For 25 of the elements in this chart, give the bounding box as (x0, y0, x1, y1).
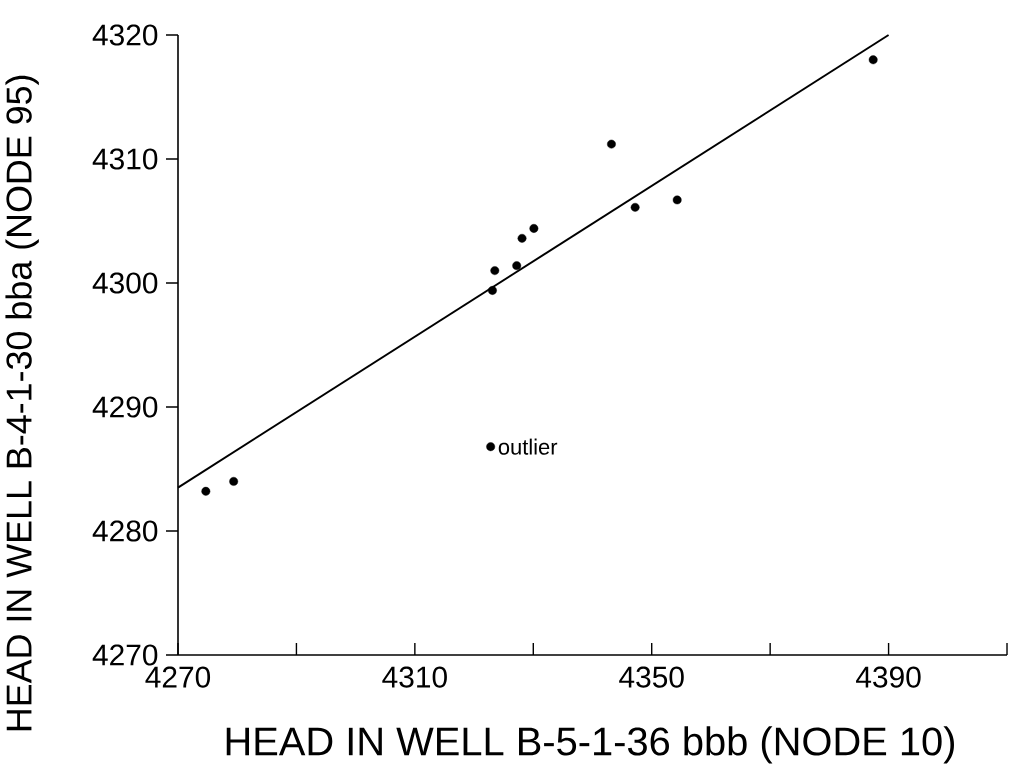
point (488, 286, 497, 295)
x-tick-label: 4390 (856, 666, 921, 688)
annotation: outlier (498, 438, 558, 455)
y-tick-label: 4320 (92, 24, 158, 46)
point (490, 266, 500, 275)
y-axis-title: HEAD IN WELL B-4-1-30 bba (NODE 95) (5, 75, 39, 731)
x-axis-title: HEAD IN WELL B-5-1-36 bbb (NODE 10) (226, 726, 954, 764)
y-tick-label: 4310 (92, 148, 158, 170)
point (529, 224, 539, 233)
point (229, 477, 239, 486)
y-tick-label: 4290 (92, 396, 158, 418)
point (607, 139, 616, 149)
point (486, 442, 496, 452)
y-tick-label: 4280 (92, 520, 158, 542)
x-tick-label: 4310 (382, 666, 447, 688)
point (672, 195, 682, 205)
point (868, 55, 878, 65)
x-tick-label: 4270 (145, 666, 211, 688)
point (517, 233, 527, 243)
point (201, 486, 211, 496)
x-tick-label: 4350 (619, 666, 684, 688)
point (630, 202, 640, 212)
y-tick-label: 4300 (92, 272, 158, 294)
y-tick-label: 4270 (92, 644, 158, 666)
point (512, 261, 522, 271)
